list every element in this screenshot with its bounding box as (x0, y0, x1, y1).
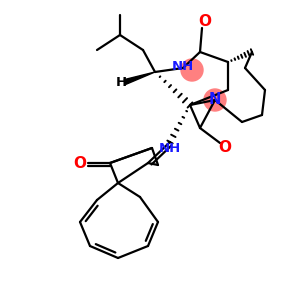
Text: H: H (116, 76, 127, 88)
Text: N: N (209, 92, 221, 107)
Circle shape (181, 59, 203, 81)
Text: NH: NH (172, 61, 194, 74)
Text: O: O (199, 14, 212, 29)
Text: O: O (74, 155, 86, 170)
Text: O: O (218, 140, 232, 154)
Circle shape (204, 89, 226, 111)
Text: NH: NH (159, 142, 181, 154)
Polygon shape (124, 72, 155, 84)
